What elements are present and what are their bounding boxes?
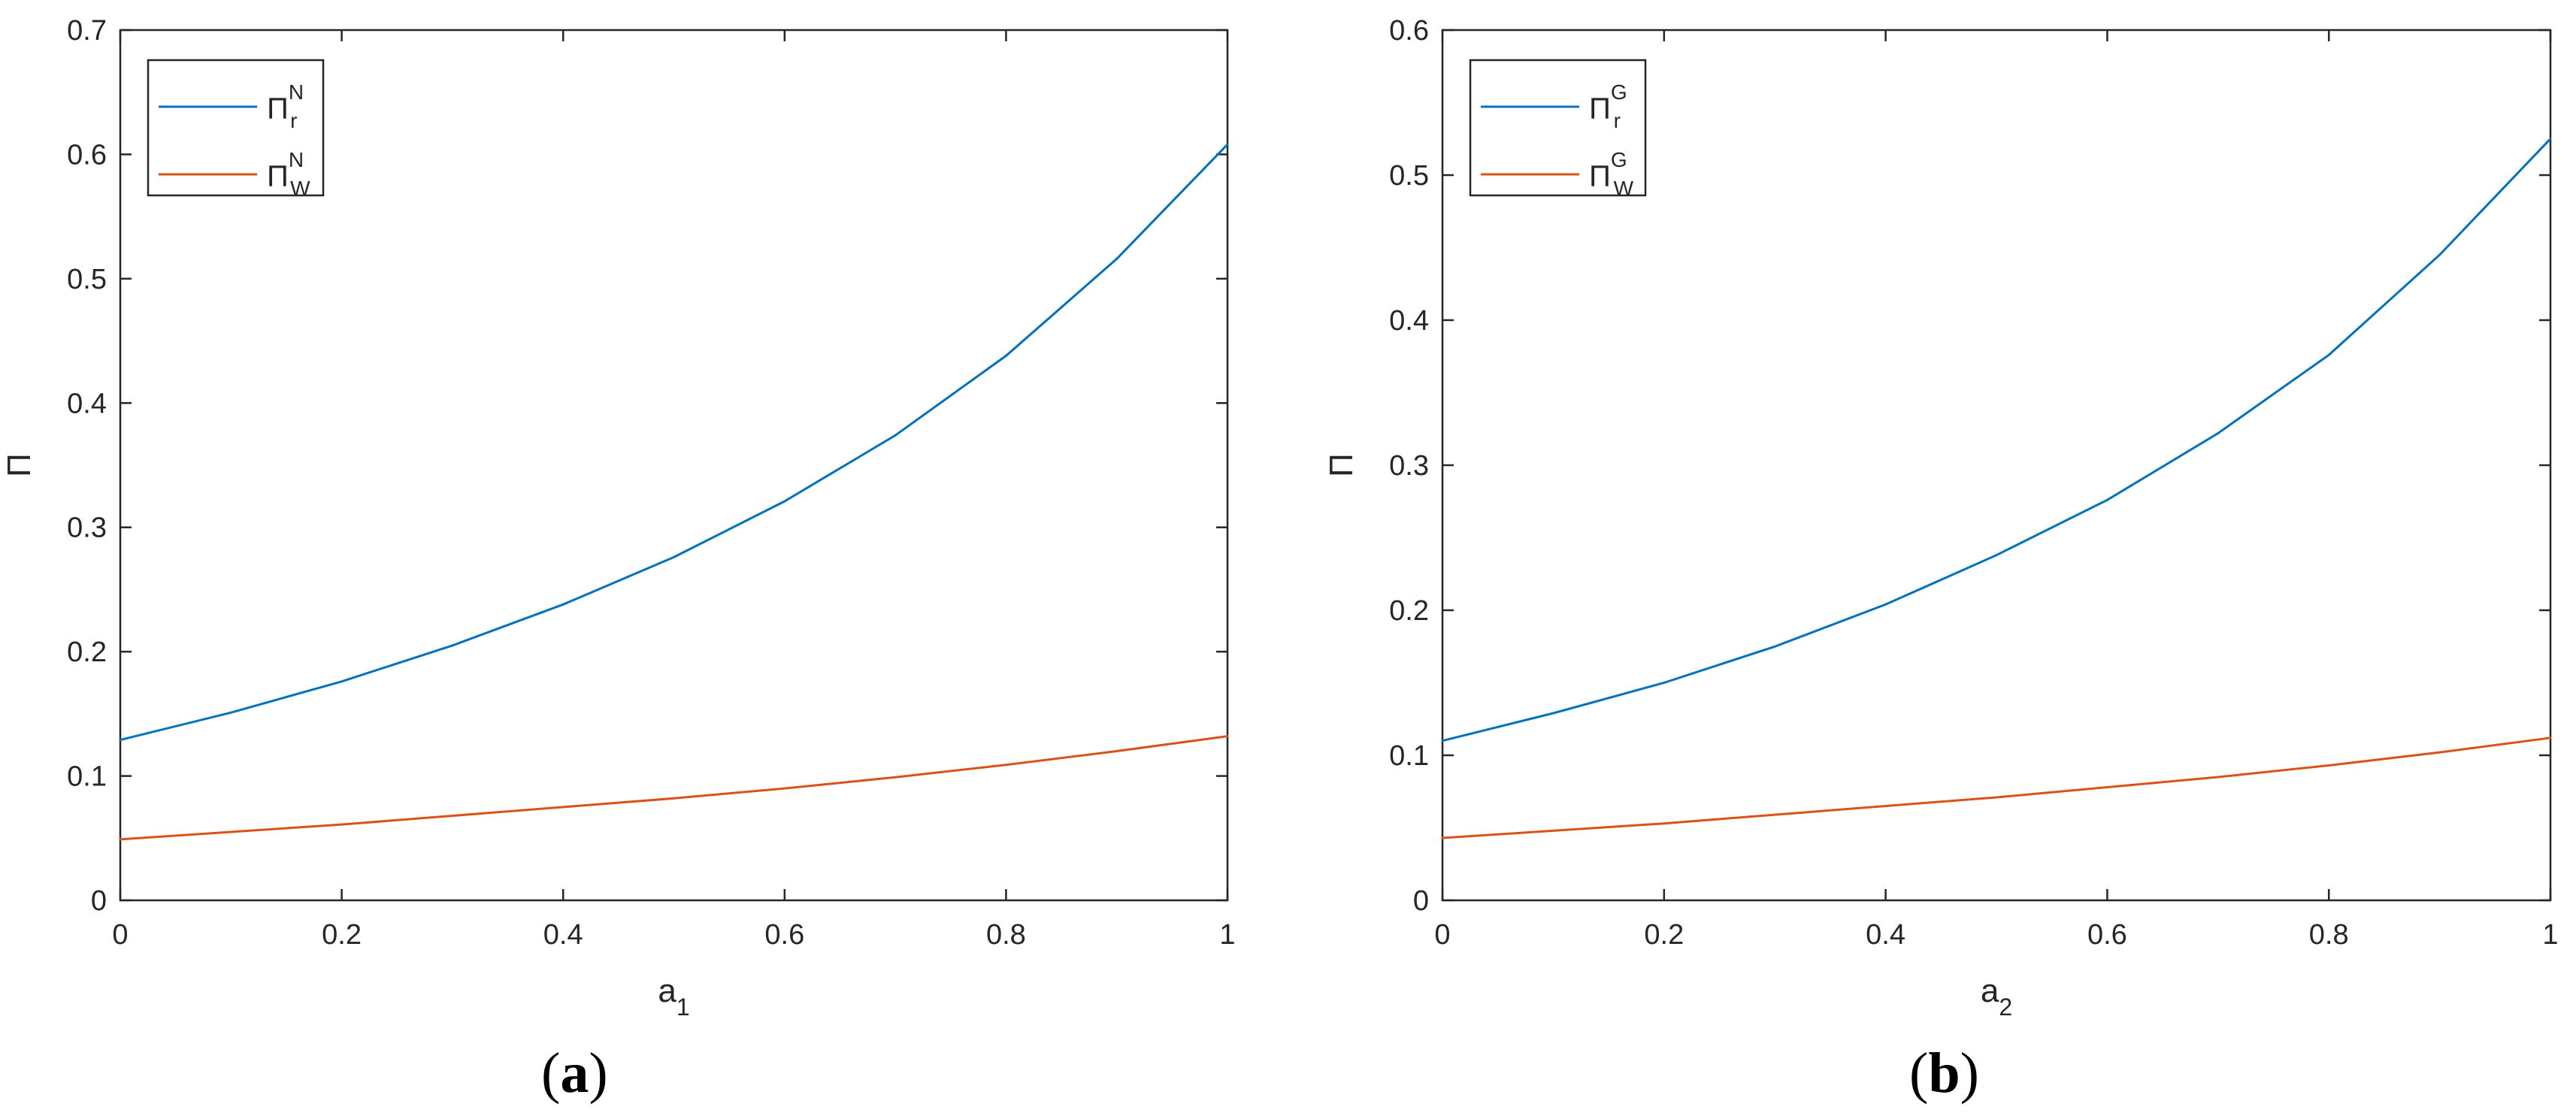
data-point [673,797,675,800]
legend: ΠN r ΠN W [147,59,325,200]
data-point [1226,735,1229,738]
data-point [562,806,565,809]
data-point [1773,645,1776,648]
data-point [1551,829,1554,832]
y-tick-label: 0.6 [1389,15,1429,47]
x-tick-label: 0 [1434,919,1450,951]
data-point [2327,353,2330,356]
x-tick-label: 0.2 [1644,919,1684,951]
data-point [894,434,897,437]
legend-entry: ΠG r [1589,80,1627,132]
y-tick-label: 0.7 [67,15,107,47]
data-point [783,500,786,503]
data-point [1884,603,1887,606]
x-tick-label: 1 [2542,919,2558,951]
data-point [1115,257,1118,260]
x-tick-label: 0 [112,919,128,951]
y-axis-label: Π [1323,453,1360,477]
y-tick-label: 0.2 [67,637,107,668]
data-point [229,711,232,714]
legend-entry: ΠG W [1589,148,1634,200]
series-line-r [1442,138,2552,743]
data-point [451,644,454,647]
x-axis-label: a1 [658,972,689,1021]
x-axis-label: a2 [1981,972,2012,1021]
data-point [119,838,122,841]
data-point [1115,749,1118,752]
data-point [1995,554,1998,557]
legend-box [1469,59,1647,197]
legend: ΠG r ΠG W [1469,59,1647,200]
data-point [2438,751,2441,754]
data-point [1663,822,1666,825]
series-line-w [1442,736,2551,839]
data-point [2217,776,2220,779]
legend-box [147,59,325,197]
y-tick-label: 0.5 [1389,160,1429,192]
data-point [1995,796,1998,799]
y-axis-label: Π [1,453,38,477]
data-point [1551,712,1554,715]
data-point [2105,498,2108,501]
legend-entry: ΠN r [267,80,304,132]
data-point [1004,354,1007,357]
data-point [894,776,897,779]
panel-caption-a: (a) [541,1042,608,1105]
data-point [783,787,786,790]
y-tick-label: 0.3 [67,513,107,544]
data-point [1773,813,1776,816]
x-tick-label: 0.8 [986,919,1026,951]
data-point [2327,764,2330,767]
y-tick-label: 0 [1413,885,1429,917]
chart-a: 0 0.2 0.4 0.6 0.8 1 0 0.1 0.2 0.3 0.4 0.5 0.6 0.7 a1 Π Π… [1,15,1236,1021]
x-tick-label: 0.6 [2087,919,2127,951]
y-tick-label: 0.4 [67,388,107,419]
data-point [119,739,122,742]
x-tick-label: 0.6 [764,919,804,951]
data-point [229,830,232,833]
x-tick-label: 0.4 [543,919,583,951]
data-point [673,555,675,558]
y-tick-label: 0.6 [67,139,107,171]
y-tick-label: 0.1 [67,761,107,793]
data-point [1226,143,1229,146]
series-line-w [120,735,1228,841]
axes-frame [119,29,1229,902]
y-tick-label: 0.3 [1389,450,1429,482]
data-point [341,680,344,683]
legend-entry: ΠN W [267,148,310,200]
data-point [341,823,344,826]
x-tick-label: 0.2 [322,919,362,951]
data-point [451,815,454,818]
data-point [2549,138,2552,141]
y-tick-label: 0.5 [67,264,107,295]
data-point [2438,253,2441,256]
data-point [1441,739,1444,743]
data-point [1441,836,1444,839]
data-point [2105,785,2108,788]
y-tick-label: 0.4 [1389,305,1429,337]
data-point [2549,736,2552,739]
x-tick-label: 1 [1219,919,1235,951]
x-tick-label: 0.4 [1866,919,1906,951]
data-point [1884,805,1887,808]
y-tick-label: 0.2 [1389,595,1429,627]
data-point [1663,682,1666,684]
panel-caption-b: (b) [1909,1042,1979,1105]
y-tick-label: 0.1 [1389,740,1429,772]
series-line-r [120,144,1229,742]
data-point [1004,764,1007,767]
y-tick-label: 0 [91,885,107,917]
x-tick-label: 0.8 [2309,919,2349,951]
data-point [2217,432,2220,435]
data-point [562,603,565,606]
